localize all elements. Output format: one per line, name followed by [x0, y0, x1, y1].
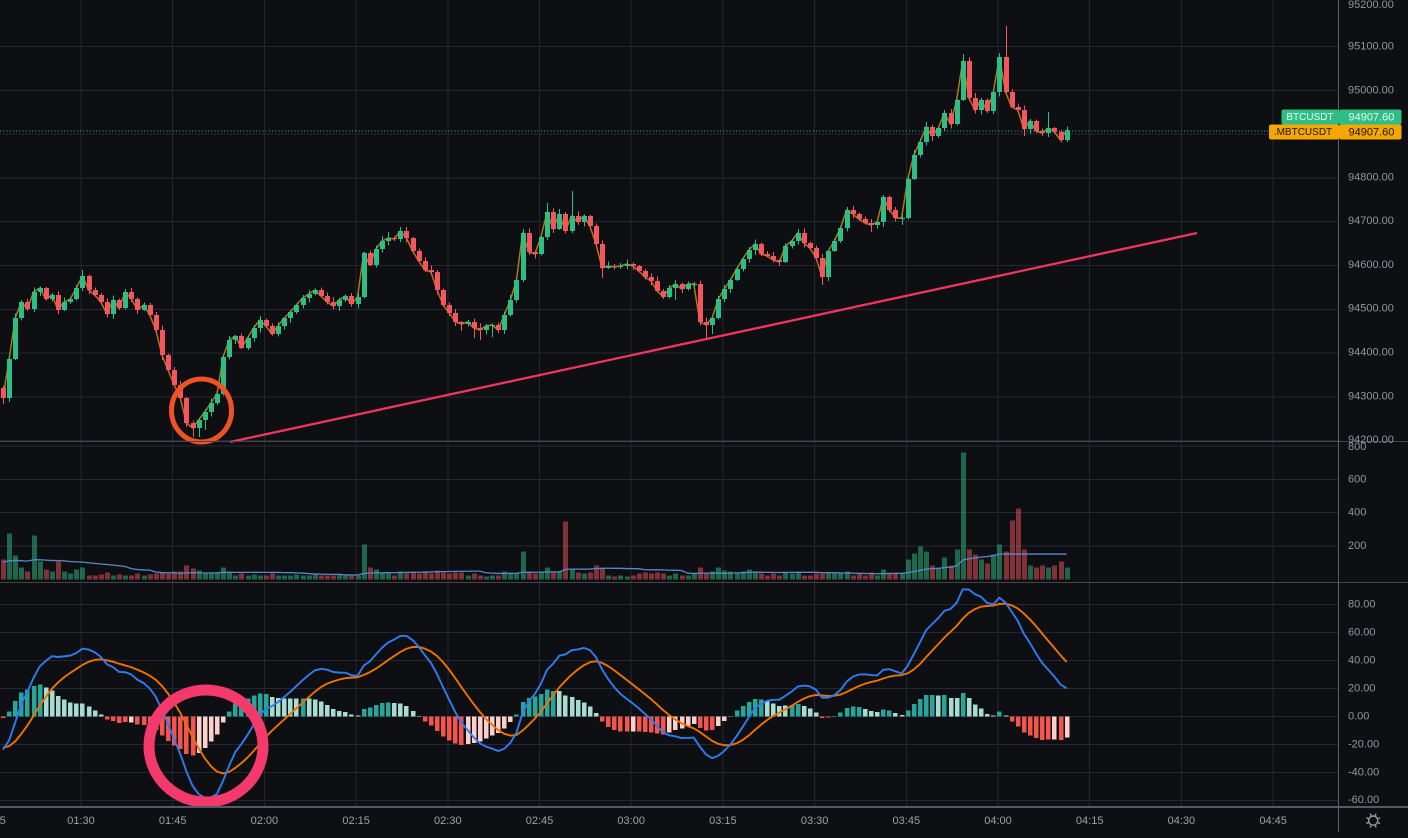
svg-text:94600.00: 94600.00: [1348, 259, 1394, 271]
svg-text:01:45: 01:45: [159, 815, 187, 827]
svg-text:0.00: 0.00: [1348, 710, 1369, 722]
svg-text:01:30: 01:30: [67, 815, 95, 827]
svg-text:200: 200: [1348, 540, 1366, 552]
svg-text:94907.60: 94907.60: [1349, 127, 1395, 139]
svg-text:.MBTCUSDT: .MBTCUSDT: [1274, 127, 1332, 138]
svg-text:94800.00: 94800.00: [1348, 171, 1394, 183]
svg-text:600: 600: [1348, 473, 1366, 485]
svg-text:20.00: 20.00: [1348, 682, 1376, 694]
svg-text:02:45: 02:45: [526, 815, 554, 827]
svg-text:94500.00: 94500.00: [1348, 303, 1394, 315]
svg-text:04:00: 04:00: [984, 815, 1012, 827]
svg-text:03:30: 03:30: [801, 815, 829, 827]
svg-text:02:30: 02:30: [434, 815, 462, 827]
svg-text:02:00: 02:00: [251, 815, 279, 827]
svg-text:95200.00: 95200.00: [1348, 0, 1394, 11]
svg-text:-20.00: -20.00: [1348, 738, 1379, 750]
svg-text:40.00: 40.00: [1348, 654, 1376, 666]
svg-text:04:15: 04:15: [1076, 815, 1104, 827]
svg-text:94700.00: 94700.00: [1348, 215, 1394, 227]
svg-text:03:45: 03:45: [893, 815, 921, 827]
svg-text:94300.00: 94300.00: [1348, 390, 1394, 402]
svg-text:BTCUSDT: BTCUSDT: [1286, 112, 1333, 123]
svg-text:01:15: 01:15: [0, 815, 6, 827]
svg-text:94400.00: 94400.00: [1348, 347, 1394, 359]
svg-text:800: 800: [1348, 441, 1366, 453]
svg-text:03:00: 03:00: [617, 815, 645, 827]
svg-text:95000.00: 95000.00: [1348, 84, 1394, 96]
svg-text:03:15: 03:15: [709, 815, 737, 827]
svg-text:04:45: 04:45: [1259, 815, 1287, 827]
svg-text:95100.00: 95100.00: [1348, 41, 1394, 53]
svg-text:-40.00: -40.00: [1348, 766, 1379, 778]
svg-text:60.00: 60.00: [1348, 626, 1376, 638]
svg-text:400: 400: [1348, 507, 1366, 519]
svg-text:80.00: 80.00: [1348, 598, 1376, 610]
svg-text:94907.60: 94907.60: [1349, 112, 1395, 124]
svg-text:94200.00: 94200.00: [1348, 434, 1394, 446]
svg-text:-60.00: -60.00: [1348, 794, 1379, 806]
svg-text:02:15: 02:15: [342, 815, 370, 827]
svg-text:04:30: 04:30: [1168, 815, 1196, 827]
